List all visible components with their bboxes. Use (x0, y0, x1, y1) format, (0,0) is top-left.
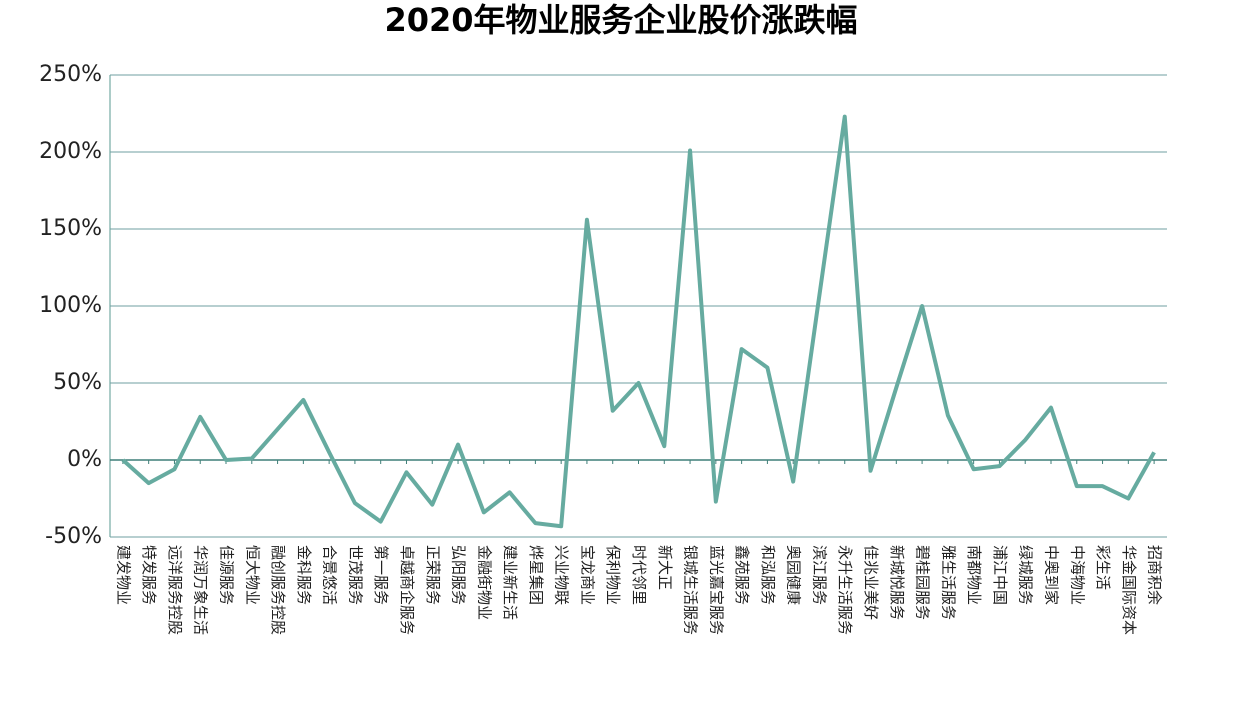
x-tick-label: 保利物业 (604, 545, 622, 605)
x-tick-label: 中海物业 (1068, 545, 1086, 605)
x-tick-label: 华润万象生活 (192, 545, 210, 635)
y-tick-label: 200% (39, 139, 102, 164)
x-tick-label: 合景悠活 (321, 545, 339, 605)
x-tick-label: 特发服务 (140, 545, 158, 605)
x-tick-label: 南都物业 (965, 545, 983, 605)
x-tick-label: 新大正 (656, 545, 674, 590)
y-tick-label: 250% (39, 62, 102, 87)
x-tick-label: 兴业物联 (553, 545, 571, 605)
x-tick-label: 中奥到家 (1042, 545, 1060, 605)
x-tick-label: 彩生活 (1094, 545, 1112, 590)
x-tick-label: 正荣服务 (424, 545, 442, 605)
x-tick-label: 招商积余 (1146, 545, 1164, 605)
x-tick-label: 金科服务 (295, 545, 313, 605)
x-tick-label: 绿城服务 (1017, 545, 1035, 605)
y-tick-label: 100% (39, 293, 102, 318)
data-line (121, 114, 1156, 529)
x-tick-label: 碧桂园服务 (914, 545, 932, 620)
x-tick-label: 佳源服务 (218, 545, 236, 605)
x-tick-label: 远洋服务控股 (166, 545, 184, 635)
x-tick-label: 建业新生活 (501, 545, 519, 620)
x-tick-label: 建发物业 (114, 545, 132, 605)
x-tick-label: 佳兆业美好 (862, 545, 880, 620)
x-tick-label: 新城悦服务 (888, 545, 906, 620)
y-tick-label: 50% (53, 370, 102, 395)
x-tick-label: 卓越商企服务 (398, 545, 416, 635)
x-tick-label: 时代邻里 (630, 545, 648, 605)
x-tick-label: 世茂服务 (346, 545, 364, 605)
x-tick-label: 金融街物业 (475, 545, 493, 620)
x-tick-label: 鑫苑服务 (733, 545, 751, 605)
x-tick-label: 烨星集团 (527, 545, 545, 605)
x-tick-label: 宝龙商业 (578, 545, 596, 605)
y-tick-label: 0% (67, 447, 102, 472)
x-tick-label: 第一服务 (372, 545, 390, 605)
x-tick-label: 浦江中国 (991, 545, 1009, 605)
x-tick-label: 银城生活服务 (682, 545, 700, 635)
y-tick-label: -50% (45, 524, 102, 549)
x-tick-label: 永升生活服务 (836, 545, 854, 635)
x-tick-label: 蓝光嘉宝服务 (707, 545, 725, 635)
x-tick-label: 恒大物业 (243, 545, 261, 605)
x-tick-label: 弘阳服务 (450, 545, 468, 605)
x-tick-label: 奥园健康 (785, 545, 803, 605)
x-tick-label: 滨江服务 (810, 545, 828, 605)
chart-title: 2020年物业服务企业股价涨跌幅 (384, 1, 857, 39)
x-tick-label: 和泓服务 (759, 545, 777, 605)
x-tick-label: 华金国际资本 (1120, 545, 1138, 635)
x-tick-label: 融创服务控股 (269, 545, 287, 635)
x-tick-label: 雅生活服务 (939, 545, 957, 620)
y-tick-label: 150% (39, 216, 102, 241)
